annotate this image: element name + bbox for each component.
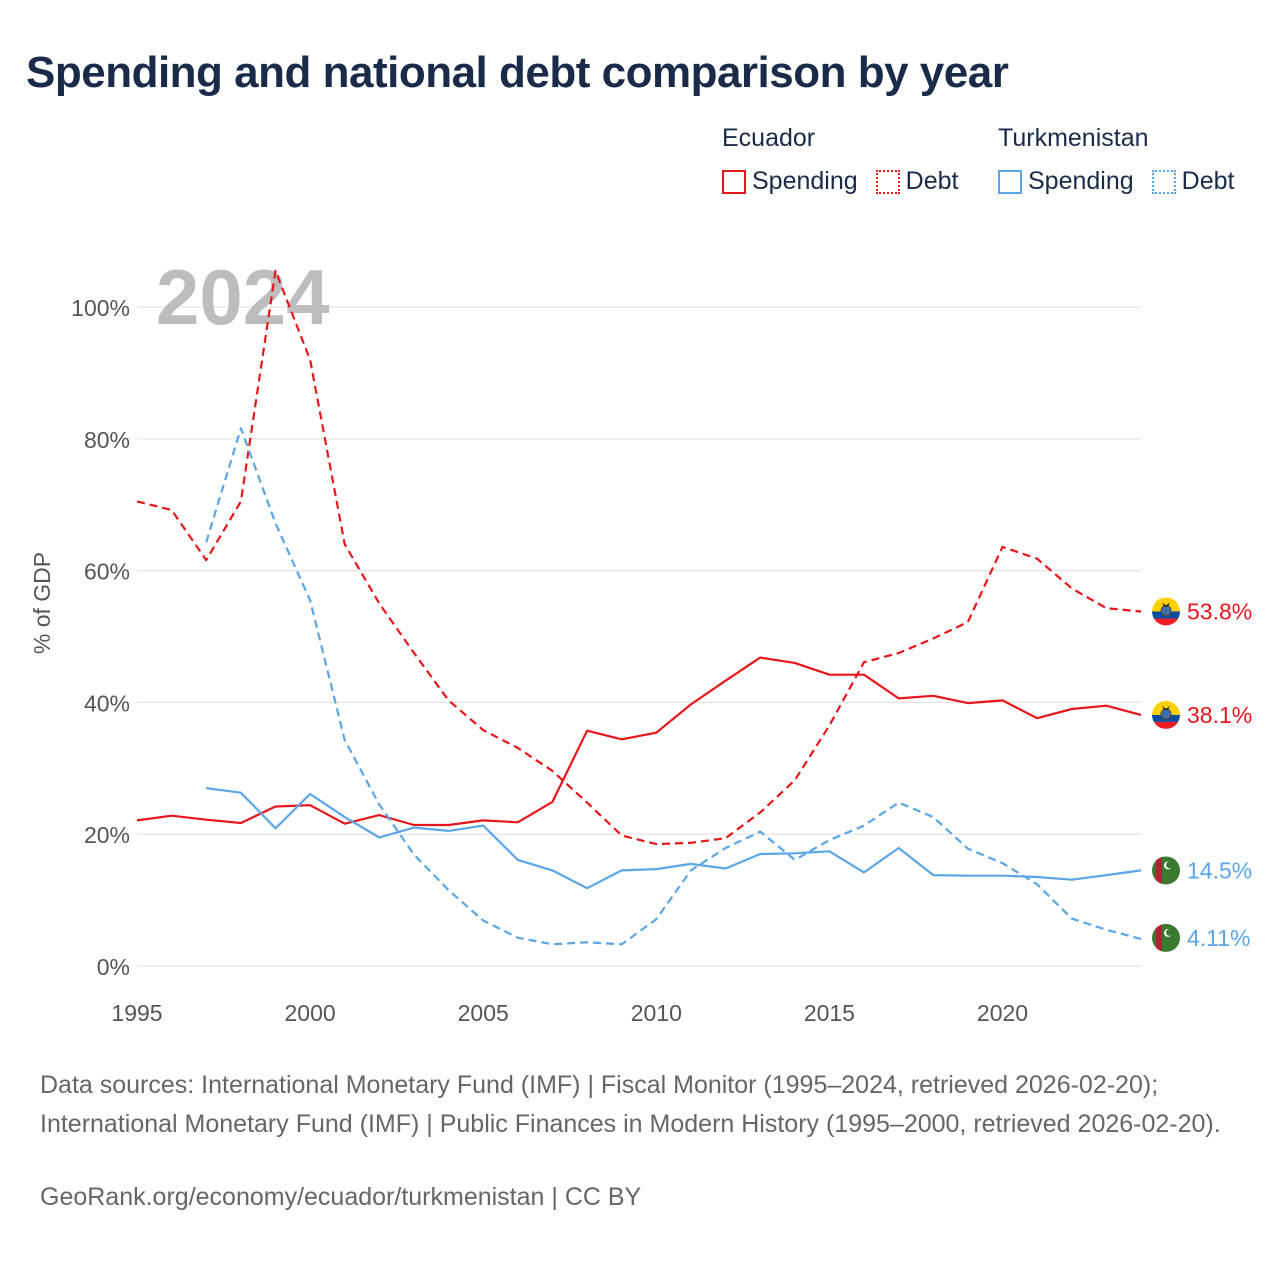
flag-band [1152,597,1180,612]
y-tick-label: 0% [97,954,130,980]
flag-band [1152,721,1180,729]
solid-line-swatch-icon [998,169,1022,194]
legend-label: Spending [1028,167,1134,195]
series-line-turkmenistan-debt [205,427,1142,946]
end-value-label: 38.1% [1187,702,1252,728]
legend-turkmenistan: Turkmenistan Spending Debt [998,124,1234,196]
y-tick-label: 20% [84,822,130,848]
end-marker [1152,700,1180,729]
y-tick-label: 60% [84,559,130,585]
end-value-label: 4.11% [1187,925,1251,951]
x-tick-label: 2015 [804,1000,855,1026]
flag-condor [1162,705,1170,710]
legend-label: Debt [905,167,959,195]
end-value-label: 14.5% [1187,857,1252,883]
dotted-line-swatch-icon [875,169,900,194]
legend-ecuador-debt[interactable]: Debt [875,167,959,196]
flag-stripe [1156,923,1162,952]
ecuador-flag-icon [1152,700,1180,729]
flag-crescent-cut [1166,929,1173,936]
y-axis-label: % of GDP [29,552,55,654]
flag-band [1152,700,1180,715]
year-label: 2024 [156,253,330,341]
dotted-line-swatch-icon [1151,169,1176,194]
ecuador-flag-icon [1152,597,1180,626]
x-tick-label: 2000 [285,1000,336,1026]
legend-turkmenistan-spending[interactable]: Spending [998,167,1134,196]
data-sources: Data sources: International Monetary Fun… [40,1071,1221,1138]
flag-stripe [1156,856,1162,885]
legend-ecuador-spending[interactable]: Spending [722,167,858,196]
solid-line-swatch-icon [722,169,746,194]
x-tick-label: 1995 [111,1000,162,1026]
x-tick-label: 2020 [977,1000,1028,1026]
chart-title: Spending and national debt comparison by… [26,48,1009,97]
flag-condor [1162,602,1170,607]
flag-band [1152,618,1180,626]
y-tick-label: 40% [84,690,130,716]
flag-emblem [1160,604,1172,616]
x-tick-label: 2005 [458,1000,509,1026]
y-tick-label: 100% [71,295,130,321]
credit-link[interactable]: GeoRank.org/economy/ecuador/turkmenistan… [40,1183,642,1211]
end-marker [1152,923,1180,952]
legend-country-turkmenistan: Turkmenistan [998,124,1149,152]
legend-label: Debt [1181,167,1235,195]
flag-crescent-cut [1166,861,1173,869]
series-line-ecuador-spending [136,656,1142,827]
turkmenistan-flag-icon [1152,856,1180,885]
y-tick-label: 80% [84,427,130,453]
series-line-turkmenistan-spending [206,787,1142,890]
x-tick-label: 2010 [631,1000,682,1026]
end-marker [1152,597,1180,626]
turkmenistan-flag-icon [1152,923,1180,952]
legend-ecuador: Ecuador Spending Debt [722,124,976,196]
end-value-label: 53.8% [1187,598,1252,624]
legend-label: Spending [752,167,858,195]
flag-emblem [1160,708,1172,720]
series-line-ecuador-debt [136,269,1142,846]
end-marker [1152,856,1180,885]
legend-country-ecuador: Ecuador [722,124,816,152]
legend-turkmenistan-debt[interactable]: Debt [1151,167,1235,196]
